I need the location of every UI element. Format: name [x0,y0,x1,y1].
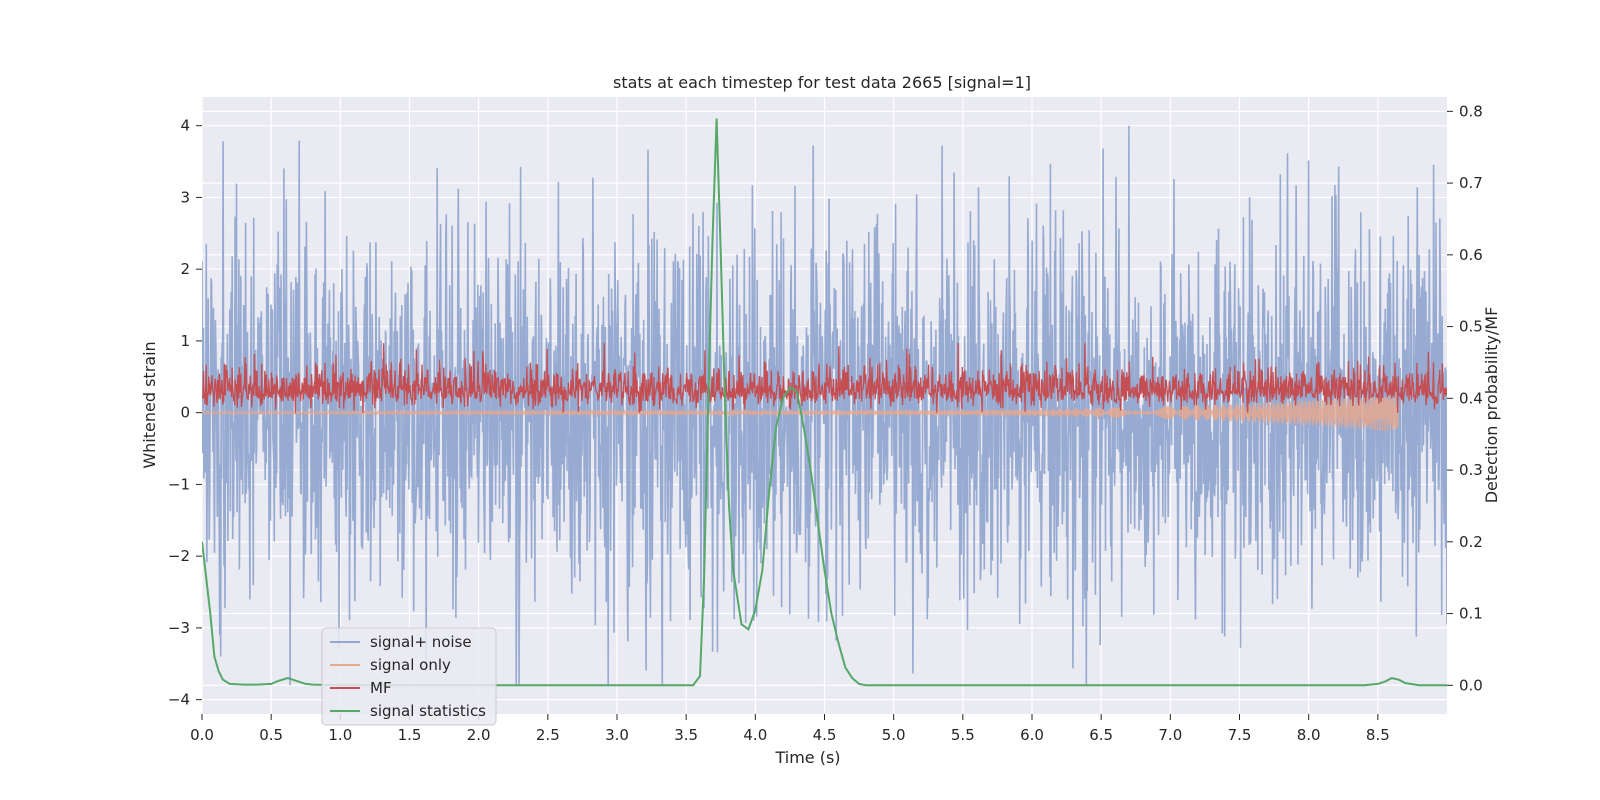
x-tick-label: 6.5 [1089,726,1113,744]
x-tick-label: 8.5 [1366,726,1390,744]
y-tick-label: 0 [180,404,190,422]
x-tick-label: 2.5 [536,726,560,744]
y2-axis-label: Detection probability/MF [1482,307,1501,504]
y-tick-label: 2 [180,260,190,278]
y-axis-label: Whitened strain [140,341,159,468]
y-tick-label: −2 [168,547,190,565]
x-tick-label: 3.5 [674,726,698,744]
y2-tick-label: 0.6 [1459,246,1483,264]
x-tick-label: 7.5 [1228,726,1252,744]
y-tick-label: −3 [168,619,190,637]
x-tick-label: 4.0 [743,726,767,744]
x-tick-label: 0.0 [190,726,214,744]
legend: signal+ noise signal only MF signal statist… [321,627,497,726]
y2-tick-label: 0.3 [1459,461,1483,479]
series-layer [202,118,1447,687]
y-tick-label: −4 [168,691,190,709]
x-tick-label: 8.0 [1297,726,1321,744]
y-tick-label: 1 [180,332,190,350]
x-tick-label: 0.5 [259,726,283,744]
mf-line [202,343,1447,413]
legend-box [321,627,497,726]
x-tick-label: 7.0 [1158,726,1182,744]
y2-tick-label: 0.5 [1459,318,1483,336]
x-tick-label: 3.0 [605,726,629,744]
legend-label: signal+ noise [370,633,472,651]
right-axis: 0.0 0.1 0.2 0.3 0.4 0.5 0.6 0.7 0.8 [1447,102,1483,694]
x-tick-label: 1.0 [328,726,352,744]
legend-label: MF [370,679,392,697]
x-tick-label: 5.5 [951,726,975,744]
y2-tick-label: 0.7 [1459,174,1483,192]
y2-tick-label: 0.8 [1459,102,1483,120]
y-tick-label: 4 [180,117,190,135]
x-axis: 0.0 0.5 1.0 1.5 2.0 2.5 3.0 3.5 4.0 4.5 5.0 5.5 6.0 6… [190,714,1390,744]
y2-tick-label: 0.1 [1459,605,1483,623]
x-tick-label: 5.0 [882,726,906,744]
x-tick-label: 2.0 [467,726,491,744]
x-axis-label: Time (s) [774,748,840,767]
x-tick-label: 4.5 [813,726,837,744]
legend-label: signal only [370,656,451,674]
plot-area [201,97,1447,714]
chart-title: stats at each timestep for test data 266… [613,73,1031,92]
y-tick-label: 3 [180,188,190,206]
legend-label: signal statistics [370,702,486,720]
y2-tick-label: 0.2 [1459,533,1483,551]
y-tick-label: −1 [168,475,190,493]
x-tick-label: 6.0 [1020,726,1044,744]
y2-tick-label: 0.4 [1459,389,1483,407]
signal-statistics-line [202,118,1447,687]
y2-tick-label: 0.0 [1459,676,1483,694]
x-tick-label: 1.5 [398,726,422,744]
left-axis: −4 −3 −2 −1 0 1 2 3 4 [168,117,202,709]
